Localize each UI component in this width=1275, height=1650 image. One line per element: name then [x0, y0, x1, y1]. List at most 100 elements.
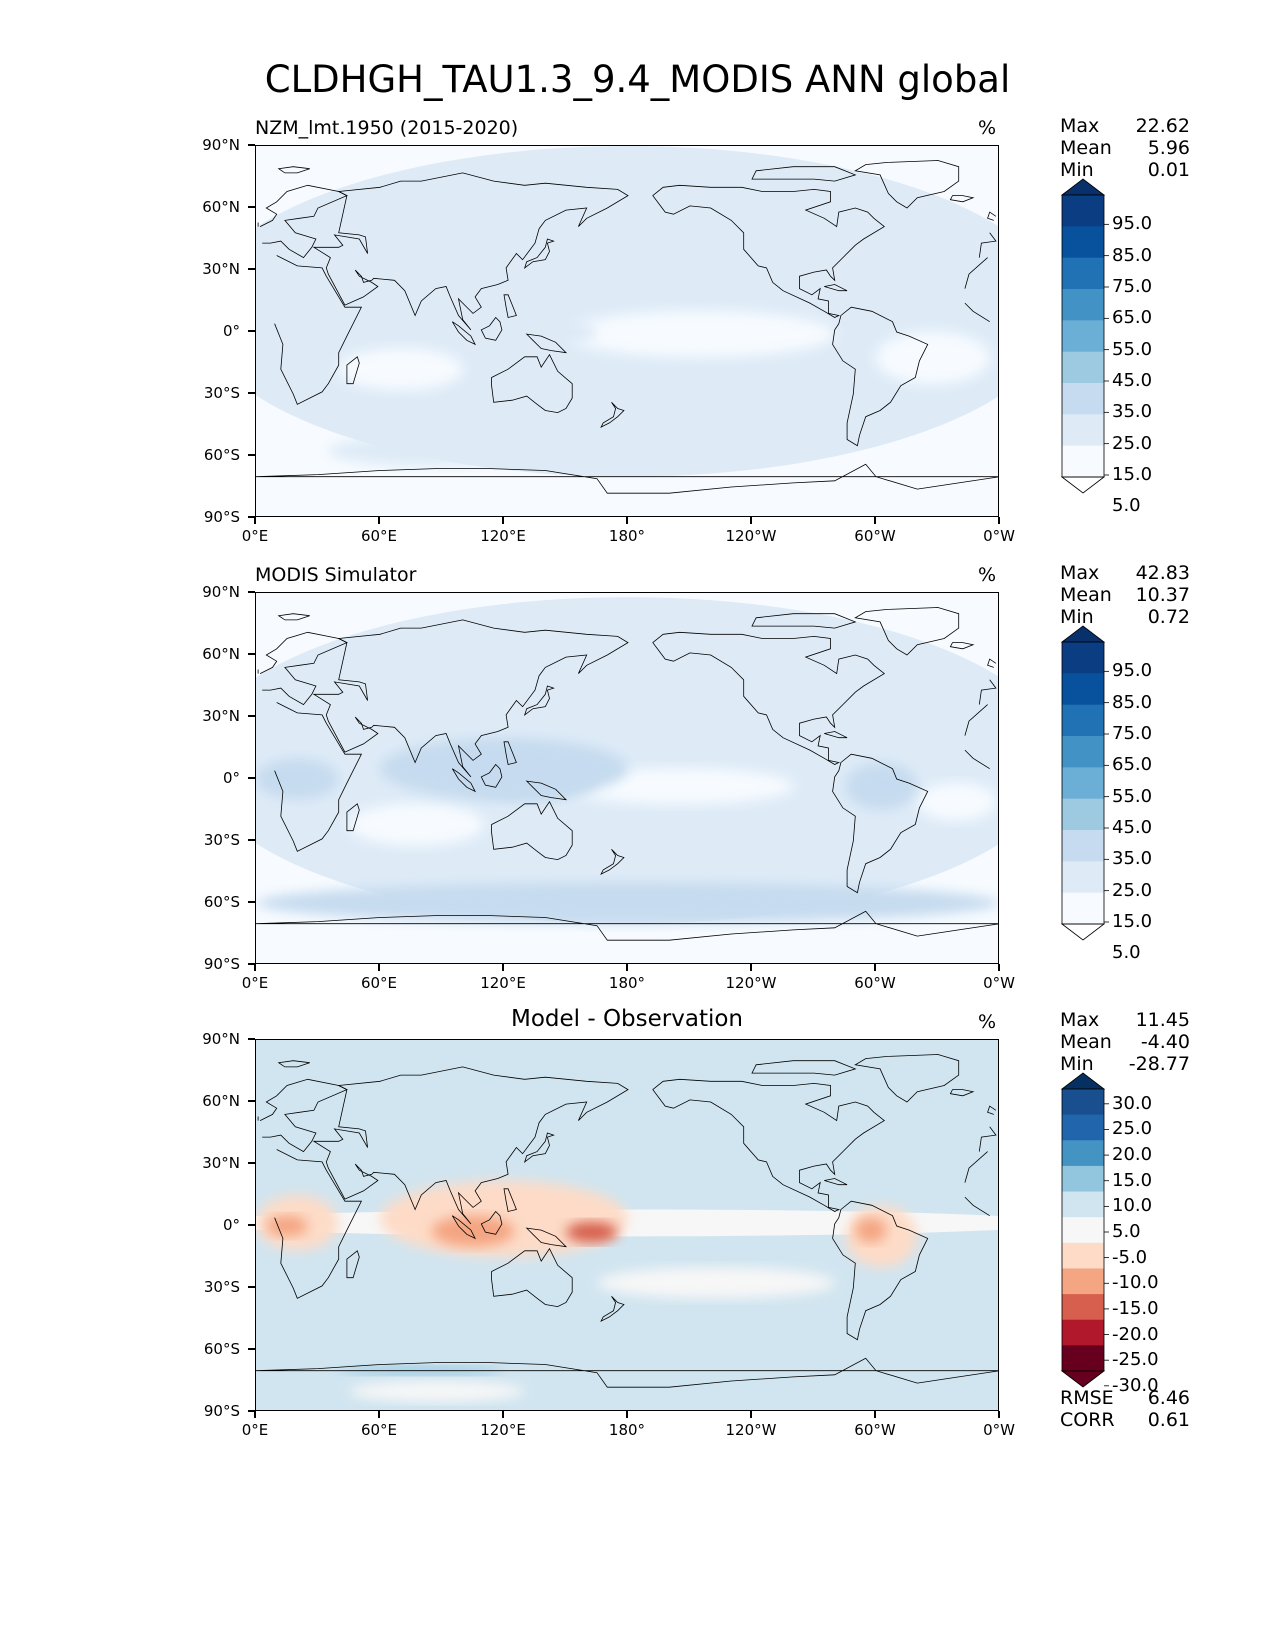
stat-label: Min [1060, 1053, 1094, 1075]
lat-tick-label: 60°N [202, 198, 240, 216]
coastline-cuba [824, 284, 848, 292]
lat-tick [248, 1410, 255, 1412]
field-region [566, 311, 835, 357]
panel-title: MODIS Simulator [255, 564, 417, 586]
coastline-northAmerica [652, 631, 886, 765]
field-region [597, 1267, 835, 1299]
field-region [431, 1215, 515, 1247]
lon-tick-label: 120°E [480, 527, 526, 545]
colorbar-bin [1062, 1114, 1104, 1141]
lat-tick [248, 268, 255, 270]
coastline-cuba [824, 731, 848, 739]
stat-label: Mean [1060, 584, 1112, 606]
colorbar-extend-max [1060, 1072, 1106, 1090]
lon-tick-label: 0°E [241, 527, 269, 545]
coastline-newZealand [600, 849, 625, 876]
colorbar-bin [1062, 1294, 1104, 1321]
lat-tick-label: 30°S [203, 831, 240, 849]
stat-row: Min 0.72 [1060, 606, 1190, 628]
coastline-newGuinea [525, 333, 568, 354]
field-region [855, 1217, 887, 1243]
lon-tick-label: 60°W [854, 527, 896, 545]
field-region [566, 1221, 618, 1243]
colorbar-tick-label: 25.0 [1112, 432, 1153, 454]
coastline-iceland [949, 642, 975, 650]
colorbar-tick-label: -25.0 [1112, 1349, 1159, 1371]
lon-tick [502, 1411, 504, 1418]
coastline-borneo [480, 1210, 503, 1235]
lat-tick [248, 1286, 255, 1288]
colorbar-tick-label: 75.0 [1112, 276, 1153, 297]
coastline-philippines [503, 741, 517, 765]
lon-tick-label: 60°E [360, 1421, 398, 1439]
lat-tick-label: 0° [222, 1216, 240, 1234]
colorbar-frame [1061, 1088, 1105, 1372]
lat-tick [248, 963, 255, 965]
colorbar-bin [1062, 892, 1104, 925]
colorbar-tick-label: 5.0 [1112, 1221, 1141, 1242]
lat-tick-label: 30°N [202, 1154, 240, 1172]
lon-tick [750, 517, 752, 524]
coastline-asia [312, 619, 629, 778]
coastline-svalbard [277, 613, 310, 621]
field-region [256, 882, 998, 924]
coastline-newGuinea [525, 1227, 568, 1248]
lon-tick [998, 1411, 1000, 1418]
stats-block: Max 42.83 Mean 10.37 Min 0.72 [1060, 562, 1190, 628]
colorbar-tick-label: 55.0 [1112, 338, 1153, 360]
coastline-iceland [949, 1089, 975, 1097]
coastlines [256, 1054, 998, 1388]
lat-tick [248, 1038, 255, 1040]
stats-block: Max 22.62 Mean 5.96 Min 0.01 [1060, 115, 1190, 181]
coastline-arcticIslands [751, 613, 857, 629]
lon-tick [998, 964, 1000, 971]
stat-label: CORR [1060, 1409, 1115, 1431]
field-region [349, 1381, 525, 1402]
lat-tick [248, 144, 255, 146]
lat-tick [248, 653, 255, 655]
field-region [380, 245, 473, 270]
lon-tick [874, 1411, 876, 1418]
colorbar-bin [1062, 830, 1104, 862]
lon-tick [626, 1411, 628, 1418]
map-plot-area [255, 145, 999, 517]
stat-label: Max [1060, 562, 1100, 584]
stats-block: Max 11.45 Mean -4.40 Min -28.77 [1060, 1009, 1190, 1075]
coastline-uk [987, 1105, 997, 1115]
lat-tick [248, 206, 255, 208]
lon-tick-label: 60°E [360, 527, 398, 545]
colorbar-bin [1062, 1345, 1104, 1372]
stat-label: Mean [1060, 137, 1112, 159]
panel-units: % [978, 1011, 997, 1033]
lon-tick [378, 517, 380, 524]
lat-tick-label: 30°S [203, 384, 240, 402]
coastline-africa [964, 1151, 988, 1183]
colorbar-tick-label: 35.0 [1112, 848, 1153, 870]
colorbar-tick-label: -5.0 [1112, 1246, 1148, 1268]
stat-label: Max [1060, 115, 1100, 137]
coastline-antarctica [256, 910, 998, 941]
field-region [917, 783, 996, 821]
coastline-africa [964, 302, 990, 323]
coastline-europe [259, 184, 348, 259]
lat-tick-label: 90°S [203, 955, 240, 973]
lat-tick [248, 901, 255, 903]
lat-tick [248, 1100, 255, 1102]
lon-tick [998, 517, 1000, 524]
colorbar-tick-label: 85.0 [1112, 691, 1153, 713]
coastline-uk [987, 658, 997, 668]
stat-value: 6.46 [1147, 1387, 1190, 1409]
colorbar-tick-label: 75.0 [1112, 723, 1153, 744]
lat-tick-label: 0° [222, 322, 240, 340]
lat-tick-label: 0° [222, 769, 240, 787]
stat-row: Min 0.01 [1060, 159, 1190, 181]
lat-tick-label: 90°N [202, 1030, 240, 1048]
coastline-greenland [854, 1054, 960, 1103]
lon-tick-label: 0°W [983, 1421, 1015, 1439]
lat-tick [248, 591, 255, 593]
stat-row: Mean 5.96 [1060, 137, 1190, 159]
coastline-europe [978, 232, 997, 258]
colorbar-tick-label: 20.0 [1112, 1144, 1153, 1166]
lat-tick-label: 60°S [203, 446, 240, 464]
lon-tick [254, 964, 256, 971]
